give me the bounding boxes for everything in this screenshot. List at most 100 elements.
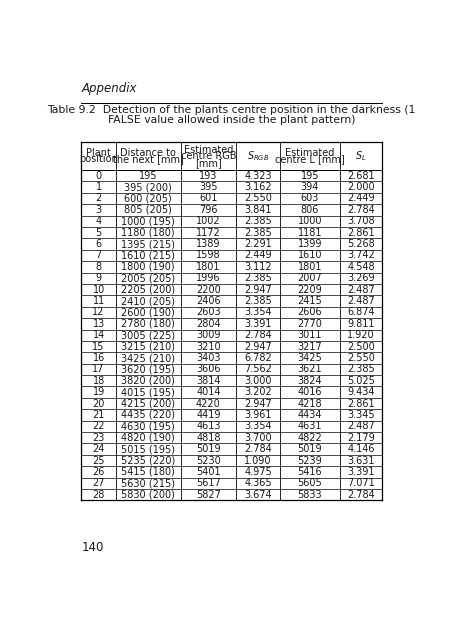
Text: 3425: 3425	[297, 353, 322, 363]
Text: 5019: 5019	[196, 444, 220, 454]
Text: 2.550: 2.550	[244, 193, 272, 204]
Text: 1: 1	[95, 182, 101, 192]
Text: 26: 26	[92, 467, 105, 477]
Text: 394: 394	[300, 182, 318, 192]
Text: 2770: 2770	[297, 319, 322, 329]
Text: 3.112: 3.112	[244, 262, 271, 272]
Text: 3.269: 3.269	[346, 273, 374, 284]
Text: FALSE value allowed inside the plant pattern): FALSE value allowed inside the plant pat…	[108, 115, 354, 125]
Text: 601: 601	[199, 193, 217, 204]
Text: 1598: 1598	[196, 250, 220, 260]
Text: 4434: 4434	[297, 410, 322, 420]
Text: 603: 603	[300, 193, 318, 204]
Text: 4.548: 4.548	[346, 262, 374, 272]
Text: the next [mm]: the next [mm]	[112, 154, 183, 164]
Text: 4014: 4014	[196, 387, 220, 397]
Text: 4818: 4818	[196, 433, 220, 443]
Text: 5630 (215): 5630 (215)	[121, 478, 175, 488]
Text: 3403: 3403	[196, 353, 220, 363]
Text: 395 (200): 395 (200)	[124, 182, 172, 192]
Text: 3.345: 3.345	[346, 410, 374, 420]
Text: 600 (205): 600 (205)	[124, 193, 172, 204]
Text: 2.385: 2.385	[346, 364, 374, 374]
Text: 3606: 3606	[196, 364, 220, 374]
Text: 4631: 4631	[297, 421, 322, 431]
Text: 9.434: 9.434	[346, 387, 374, 397]
Text: 2005 (205): 2005 (205)	[121, 273, 175, 284]
Text: 16: 16	[92, 353, 105, 363]
Text: 805 (205): 805 (205)	[124, 205, 172, 215]
Text: 2200: 2200	[196, 285, 220, 294]
Text: 5015 (195): 5015 (195)	[121, 444, 175, 454]
Text: 1801: 1801	[297, 262, 322, 272]
Text: 5830 (200): 5830 (200)	[121, 490, 175, 500]
Text: 2.784: 2.784	[346, 205, 374, 215]
Text: 12: 12	[92, 307, 105, 317]
Text: 2209: 2209	[297, 285, 322, 294]
Text: 1000: 1000	[297, 216, 322, 227]
Text: 2.291: 2.291	[244, 239, 271, 249]
Text: 3814: 3814	[196, 376, 220, 386]
Text: 9: 9	[95, 273, 101, 284]
Text: 3.202: 3.202	[244, 387, 271, 397]
Text: 2.550: 2.550	[346, 353, 374, 363]
Text: 5415 (180): 5415 (180)	[121, 467, 175, 477]
Text: 17: 17	[92, 364, 105, 374]
Text: 3.631: 3.631	[346, 456, 374, 465]
Text: 1.920: 1.920	[346, 330, 374, 340]
Text: 1002: 1002	[196, 216, 220, 227]
Text: 3217: 3217	[297, 342, 322, 351]
Text: 2.000: 2.000	[346, 182, 374, 192]
Text: 3.391: 3.391	[244, 319, 271, 329]
Text: 2: 2	[95, 193, 101, 204]
Text: 5617: 5617	[196, 478, 220, 488]
Text: $S_L$: $S_L$	[354, 149, 366, 163]
Text: 3425 (210): 3425 (210)	[121, 353, 175, 363]
Text: 0: 0	[95, 171, 101, 180]
Text: 2.449: 2.449	[346, 193, 374, 204]
Text: 3.162: 3.162	[244, 182, 271, 192]
Text: 2.385: 2.385	[244, 228, 271, 237]
Text: 3210: 3210	[196, 342, 220, 351]
Text: 23: 23	[92, 433, 105, 443]
Text: 5239: 5239	[297, 456, 322, 465]
Text: 395: 395	[198, 182, 217, 192]
Text: 195: 195	[138, 171, 157, 180]
Text: 2.179: 2.179	[346, 433, 374, 443]
Text: 10: 10	[92, 285, 105, 294]
Text: position: position	[79, 154, 118, 164]
Text: [mm]: [mm]	[194, 157, 221, 168]
Text: 22: 22	[92, 421, 105, 431]
Text: 4: 4	[95, 216, 101, 227]
Text: 3.841: 3.841	[244, 205, 271, 215]
Text: 2406: 2406	[196, 296, 220, 306]
Text: 1000 (195): 1000 (195)	[121, 216, 175, 227]
Text: 3824: 3824	[297, 376, 322, 386]
Text: 11: 11	[92, 296, 105, 306]
Text: 2.487: 2.487	[346, 296, 374, 306]
Text: 3005 (225): 3005 (225)	[121, 330, 175, 340]
Text: 3.391: 3.391	[346, 467, 374, 477]
Text: 2.487: 2.487	[346, 285, 374, 294]
Text: 1172: 1172	[196, 228, 220, 237]
Text: 24: 24	[92, 444, 105, 454]
Text: 1399: 1399	[297, 239, 322, 249]
Text: 1610 (215): 1610 (215)	[121, 250, 175, 260]
Text: 4435 (220): 4435 (220)	[121, 410, 175, 420]
Text: 3011: 3011	[297, 330, 322, 340]
Text: 2.500: 2.500	[346, 342, 374, 351]
Text: 2.784: 2.784	[244, 330, 271, 340]
Text: 796: 796	[198, 205, 217, 215]
Text: 4.365: 4.365	[244, 478, 271, 488]
Text: 5230: 5230	[196, 456, 220, 465]
Text: 2780 (180): 2780 (180)	[121, 319, 175, 329]
Text: 3.742: 3.742	[346, 250, 374, 260]
Text: 8: 8	[95, 262, 101, 272]
Text: 5416: 5416	[297, 467, 322, 477]
Text: 3820 (200): 3820 (200)	[121, 376, 175, 386]
Text: 1389: 1389	[196, 239, 220, 249]
Text: 4.323: 4.323	[244, 171, 271, 180]
Text: 7: 7	[95, 250, 101, 260]
Text: 1610: 1610	[297, 250, 322, 260]
Text: 3009: 3009	[196, 330, 220, 340]
